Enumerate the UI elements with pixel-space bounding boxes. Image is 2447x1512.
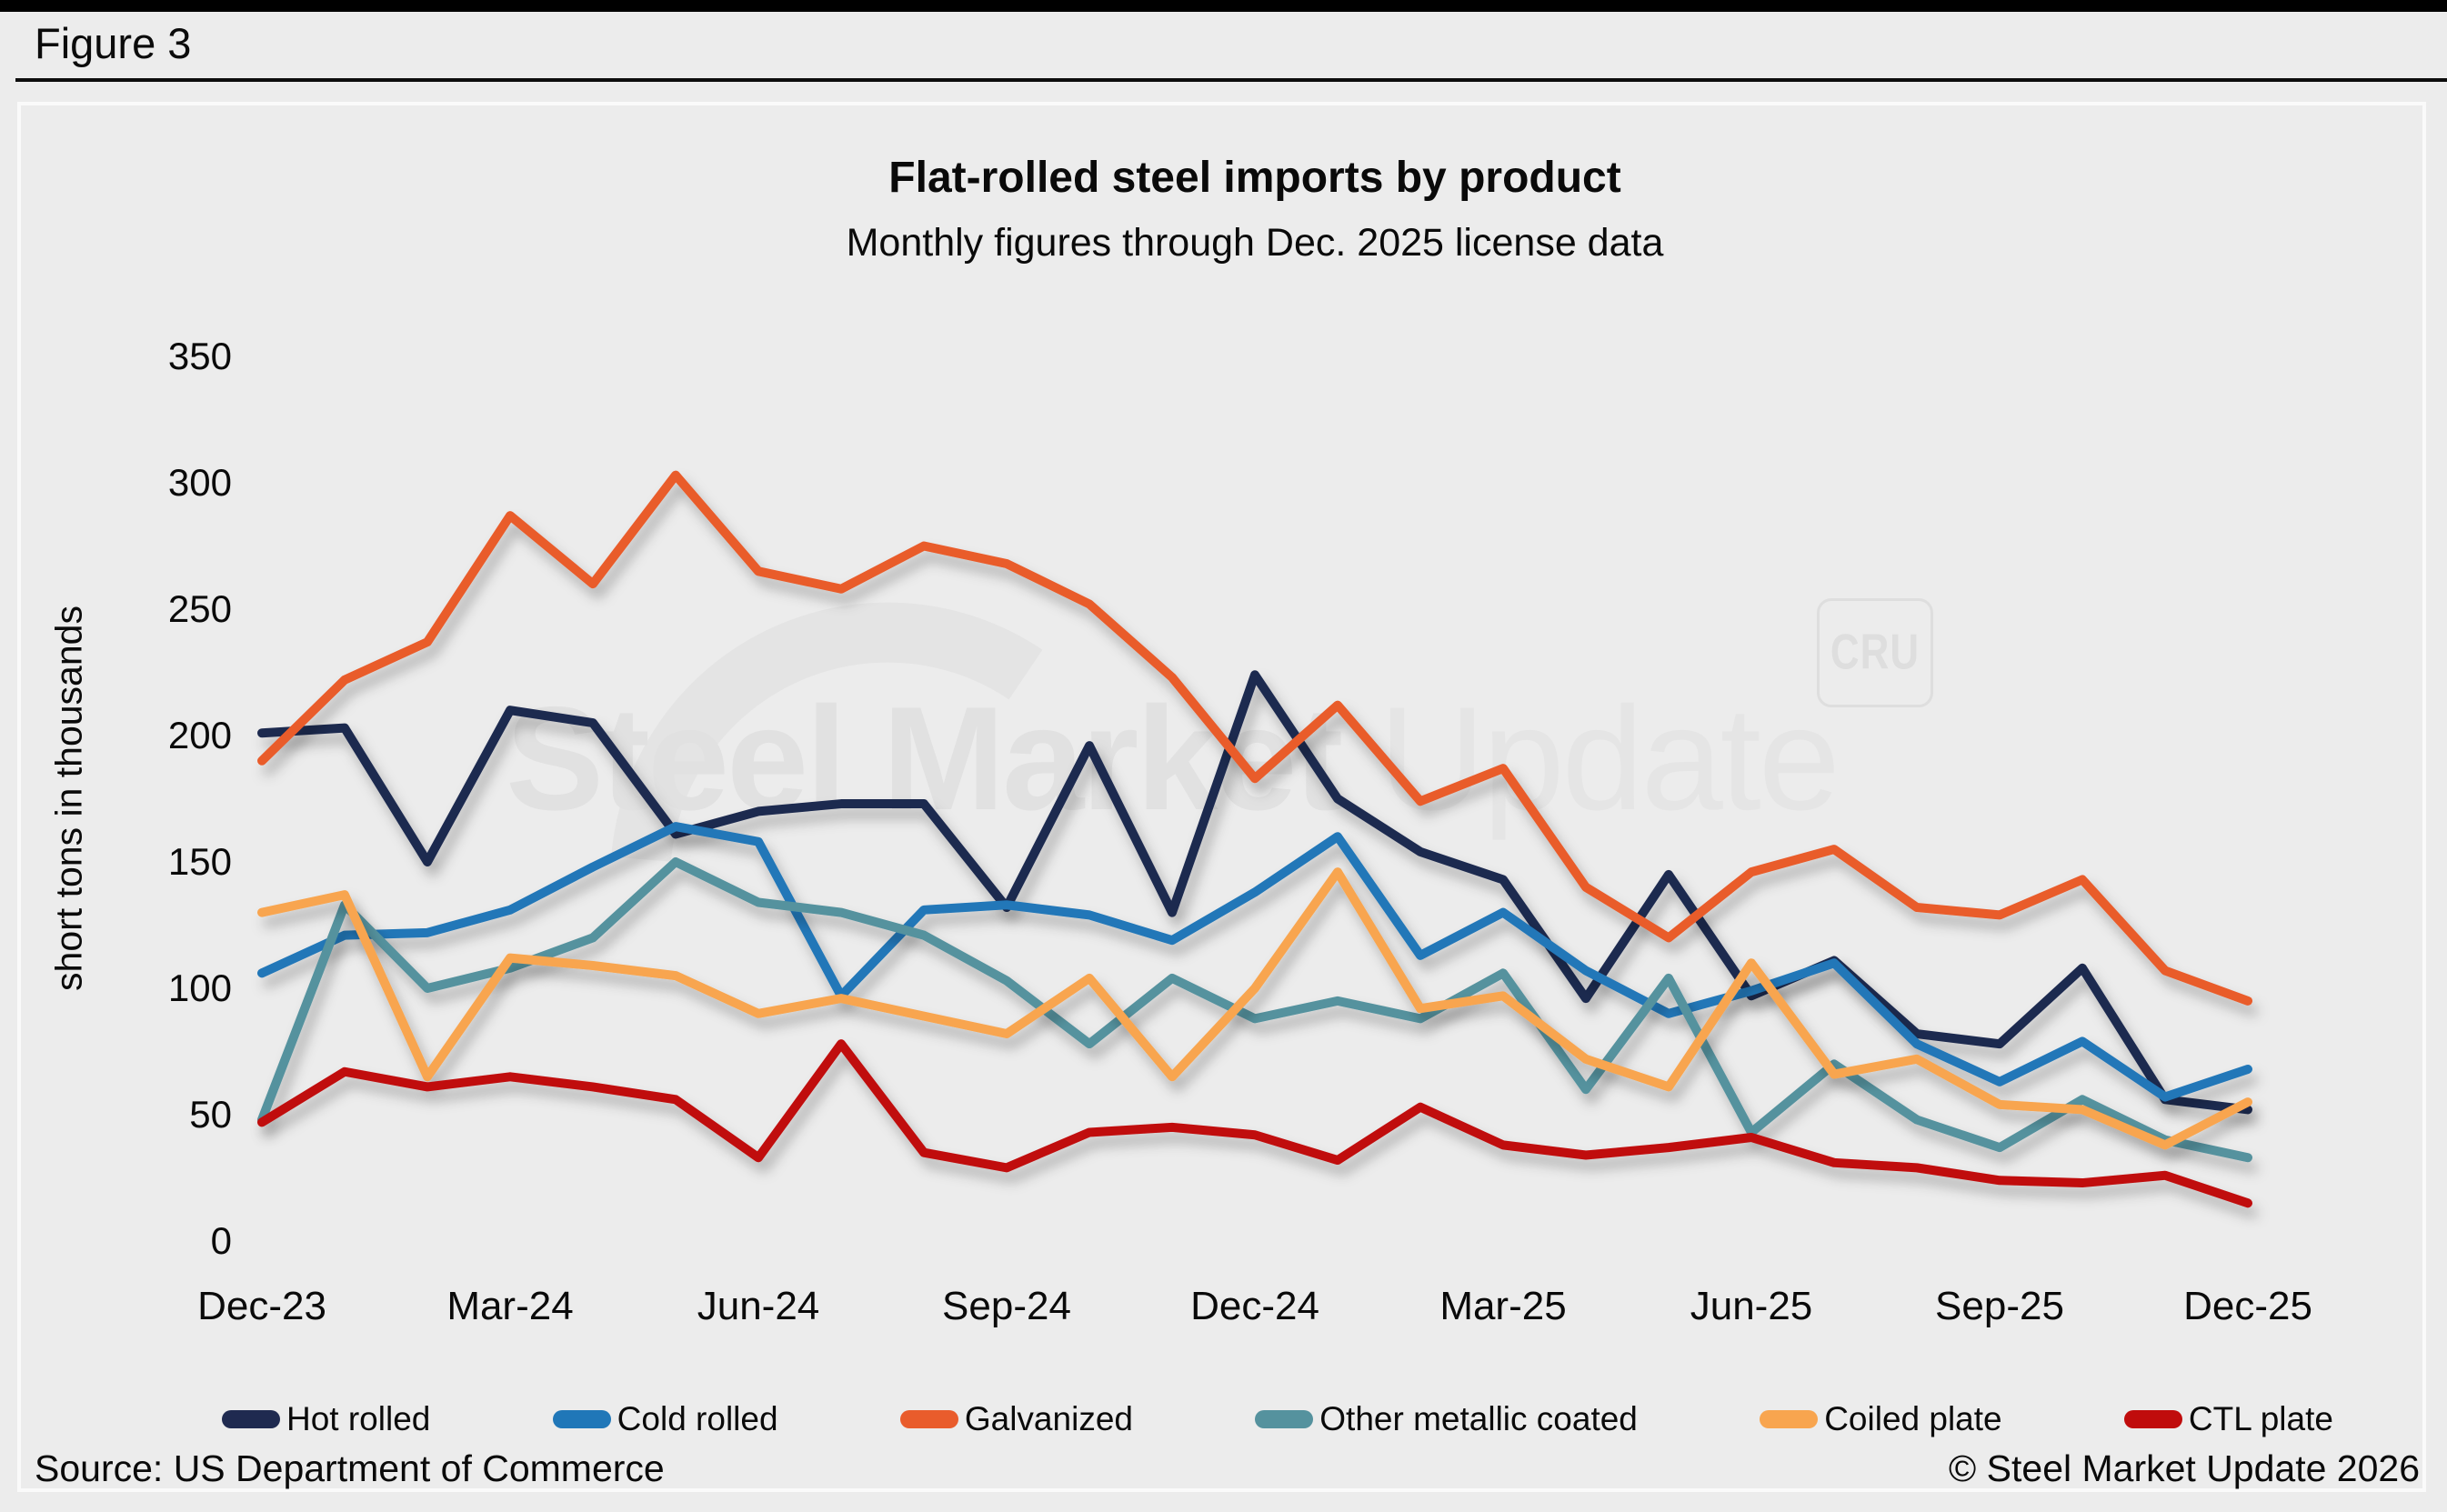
top-border-bar (0, 0, 2447, 12)
y-tick-label-300: 300 (167, 461, 232, 504)
watermark-text-bold: Steel Market (506, 676, 1343, 841)
y-tick-label-0: 0 (210, 1219, 232, 1262)
legend-label-hot-rolled: Hot rolled (286, 1400, 431, 1437)
chart-panel (17, 102, 2426, 1492)
x-tick-label-dec-23: Dec-23 (197, 1284, 326, 1328)
watermark-text-update: Update (1379, 676, 1840, 841)
legend-swatch-coiled-plate (1760, 1410, 1819, 1428)
y-tick-label-100: 100 (167, 966, 232, 1009)
legend-swatch-other-metallic-coated (1255, 1410, 1314, 1428)
figure-label: Figure 3 (35, 19, 192, 67)
legend-swatch-galvanized (899, 1410, 958, 1428)
x-tick-label-sep-25: Sep-25 (1935, 1284, 2064, 1328)
watermark-text-light (1340, 676, 1379, 841)
legend-label-galvanized: Galvanized (964, 1400, 1133, 1437)
cru-watermark-logo: CRU (1817, 598, 1933, 707)
legend-swatch-ctl-plate (2123, 1410, 2182, 1428)
legend-item-galvanized: Galvanized (899, 1400, 1133, 1438)
legend-item-cold-rolled: Cold rolled (552, 1400, 778, 1438)
y-tick-label-200: 200 (167, 714, 232, 756)
y-axis-title: short tons in thousands (47, 606, 90, 991)
legend-swatch-hot-rolled (222, 1410, 280, 1428)
watermark-text: Steel Market Update (506, 675, 1840, 844)
x-tick-label-dec-25: Dec-25 (2183, 1284, 2312, 1328)
y-tick-label-150: 150 (167, 840, 232, 883)
chart-legend: Hot rolled Cold rolled Galvanized Other met… (222, 1395, 2333, 1444)
y-tick-label-250: 250 (167, 587, 232, 630)
x-tick-label-mar-25: Mar-25 (1439, 1284, 1567, 1328)
x-tick-label-sep-24: Sep-24 (942, 1284, 1071, 1328)
legend-label-other-metallic-coated: Other metallic coated (1319, 1400, 1638, 1437)
legend-item-coiled-plate: Coiled plate (1760, 1400, 2002, 1438)
cru-watermark-text: CRU (1830, 624, 1920, 680)
chart-title: Flat-rolled steel imports by product (888, 154, 1621, 202)
x-tick-label-mar-24: Mar-24 (446, 1284, 574, 1328)
x-tick-label-jun-25: Jun-25 (1690, 1284, 1813, 1328)
copyright-note: © Steel Market Update 2026 (1949, 1447, 2420, 1489)
legend-label-ctl-plate: CTL plate (2188, 1400, 2333, 1437)
x-tick-label-dec-24: Dec-24 (1190, 1284, 1319, 1328)
legend-label-coiled-plate: Coiled plate (1824, 1400, 2002, 1437)
x-tick-label-jun-24: Jun-24 (697, 1284, 820, 1328)
legend-label-cold-rolled: Cold rolled (617, 1400, 778, 1437)
legend-swatch-cold-rolled (552, 1410, 611, 1428)
source-note: Source: US Department of Commerce (35, 1447, 665, 1489)
legend-item-hot-rolled: Hot rolled (222, 1400, 430, 1438)
header-divider (15, 78, 2447, 82)
y-tick-label-50: 50 (189, 1093, 232, 1136)
chart-subtitle: Monthly figures through Dec. 2025 licens… (846, 221, 1664, 265)
y-tick-label-350: 350 (167, 335, 232, 377)
legend-item-other-metallic-coated: Other metallic coated (1255, 1400, 1638, 1438)
legend-item-ctl-plate: CTL plate (2123, 1400, 2333, 1438)
